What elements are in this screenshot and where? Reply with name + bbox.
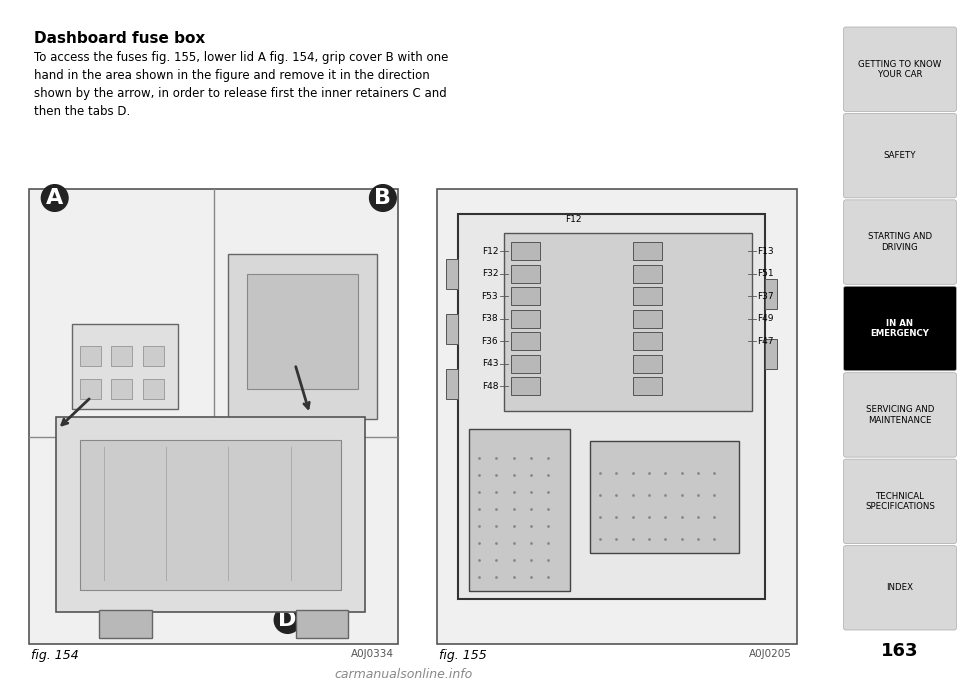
- Text: STARTING AND
DRIVING: STARTING AND DRIVING: [868, 233, 932, 252]
- Bar: [469, 429, 570, 591]
- Bar: [511, 355, 540, 372]
- Bar: [633, 309, 662, 327]
- Text: F38: F38: [482, 314, 498, 323]
- Bar: [511, 377, 540, 395]
- Bar: [111, 379, 132, 399]
- Bar: [504, 233, 752, 411]
- Text: F36: F36: [482, 337, 498, 346]
- Bar: [633, 332, 662, 350]
- Text: A0J0205: A0J0205: [749, 649, 792, 659]
- Text: TECHNICAL
SPECIFICATIONS: TECHNICAL SPECIFICATIONS: [865, 492, 935, 511]
- Bar: [228, 254, 376, 419]
- Bar: [80, 379, 101, 399]
- Text: To access the fuses fig. 155, lower lid A fig. 154, grip cover B with one
hand i: To access the fuses fig. 155, lower lid …: [34, 51, 448, 118]
- Text: SERVICING AND
MAINTENANCE: SERVICING AND MAINTENANCE: [866, 405, 934, 425]
- FancyBboxPatch shape: [844, 545, 956, 630]
- Bar: [296, 610, 348, 638]
- Bar: [446, 314, 458, 344]
- Text: IN AN
EMERGENCY: IN AN EMERGENCY: [871, 319, 929, 338]
- Bar: [99, 610, 152, 638]
- Text: C: C: [154, 478, 170, 498]
- FancyBboxPatch shape: [844, 286, 956, 370]
- Text: F37: F37: [757, 292, 774, 300]
- Text: GETTING TO KNOW
YOUR CAR: GETTING TO KNOW YOUR CAR: [858, 60, 942, 79]
- Bar: [511, 265, 540, 283]
- Text: F43: F43: [482, 359, 498, 368]
- Bar: [765, 279, 777, 309]
- Text: F48: F48: [482, 381, 498, 390]
- Bar: [446, 259, 458, 289]
- Bar: [633, 242, 662, 260]
- Text: 163: 163: [881, 642, 919, 660]
- Text: F12: F12: [565, 215, 582, 224]
- Bar: [511, 332, 540, 350]
- FancyBboxPatch shape: [844, 27, 956, 111]
- Bar: [511, 287, 540, 305]
- Text: F47: F47: [757, 337, 774, 346]
- Text: F13: F13: [757, 246, 774, 255]
- Bar: [80, 440, 341, 590]
- Text: Dashboard fuse box: Dashboard fuse box: [34, 31, 204, 46]
- Bar: [765, 339, 777, 369]
- Text: A0J0334: A0J0334: [350, 649, 394, 659]
- FancyBboxPatch shape: [844, 113, 956, 198]
- Bar: [633, 355, 662, 372]
- Bar: [80, 346, 101, 366]
- Bar: [511, 242, 540, 260]
- Text: F49: F49: [757, 314, 774, 323]
- Text: fig. 154: fig. 154: [31, 649, 79, 662]
- Text: INDEX: INDEX: [886, 583, 914, 592]
- Text: F53: F53: [482, 292, 498, 300]
- Bar: [446, 369, 458, 399]
- Bar: [633, 287, 662, 305]
- Text: fig. 155: fig. 155: [439, 649, 487, 662]
- Text: SAFETY: SAFETY: [884, 151, 916, 160]
- Bar: [143, 379, 164, 399]
- Text: F12: F12: [482, 246, 498, 255]
- Bar: [458, 214, 765, 599]
- Bar: [590, 441, 739, 553]
- FancyBboxPatch shape: [844, 200, 956, 284]
- Text: A: A: [46, 188, 63, 208]
- Bar: [72, 324, 178, 409]
- Bar: [248, 274, 357, 389]
- Text: F51: F51: [757, 269, 774, 278]
- Bar: [511, 309, 540, 327]
- Text: F32: F32: [482, 269, 498, 278]
- Bar: [437, 189, 797, 644]
- Text: D: D: [278, 610, 297, 630]
- Text: B: B: [374, 188, 392, 208]
- Bar: [29, 189, 398, 644]
- Bar: [56, 417, 365, 612]
- Bar: [143, 346, 164, 366]
- Text: carmanualsonline.info: carmanualsonline.info: [334, 668, 472, 681]
- Bar: [633, 377, 662, 395]
- FancyBboxPatch shape: [844, 459, 956, 543]
- Bar: [111, 346, 132, 366]
- FancyBboxPatch shape: [844, 372, 956, 457]
- Bar: [633, 265, 662, 283]
